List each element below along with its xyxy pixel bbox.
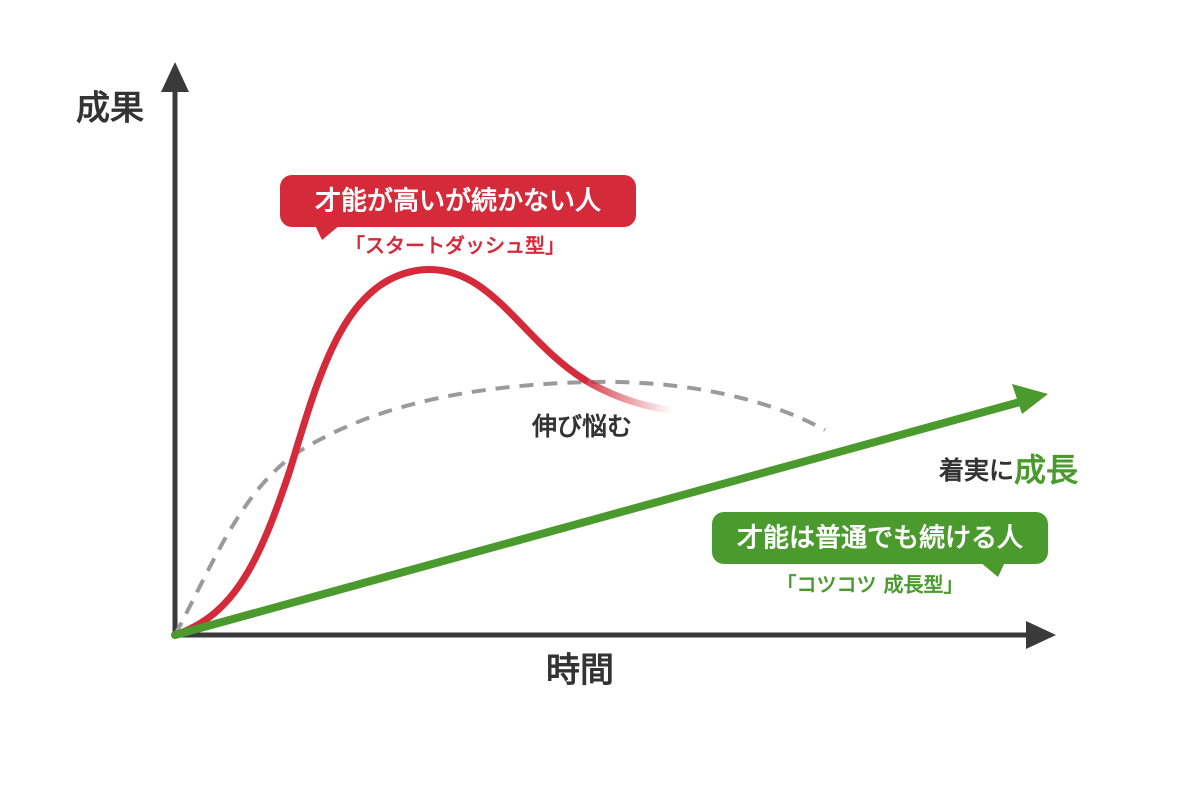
callout-tail (315, 225, 340, 240)
steady-arrow (1012, 384, 1048, 414)
plateau-label: 伸び悩む (531, 412, 632, 441)
callout-tail (980, 562, 1005, 577)
start-dash-curve-fade (581, 375, 673, 414)
callout-box (712, 512, 1048, 564)
callout-title: 才能は普通でも続ける人 (737, 523, 1023, 554)
callout-subtitle: 「スタートダッシュ型」 (345, 234, 565, 258)
x-axis-label: 時間 (546, 651, 614, 691)
steady-line (171, 398, 1024, 639)
start-dash-curve (171, 265, 589, 639)
x-axis-arrow (1026, 621, 1056, 649)
steady-label: 着実に成長 (938, 451, 1079, 489)
callout-subtitle: 「コツコツ 成長型」 (777, 573, 964, 597)
steady-prefix: 着実に (938, 456, 1014, 485)
plateau-curve (173, 379, 826, 636)
callout-box (280, 175, 636, 227)
callout-title: 才能が高いが続かない人 (315, 186, 601, 217)
y-axis-arrow (161, 62, 189, 92)
y-axis-label: 成果 (76, 89, 144, 129)
steady-emphasis: 成長 (1014, 451, 1079, 489)
